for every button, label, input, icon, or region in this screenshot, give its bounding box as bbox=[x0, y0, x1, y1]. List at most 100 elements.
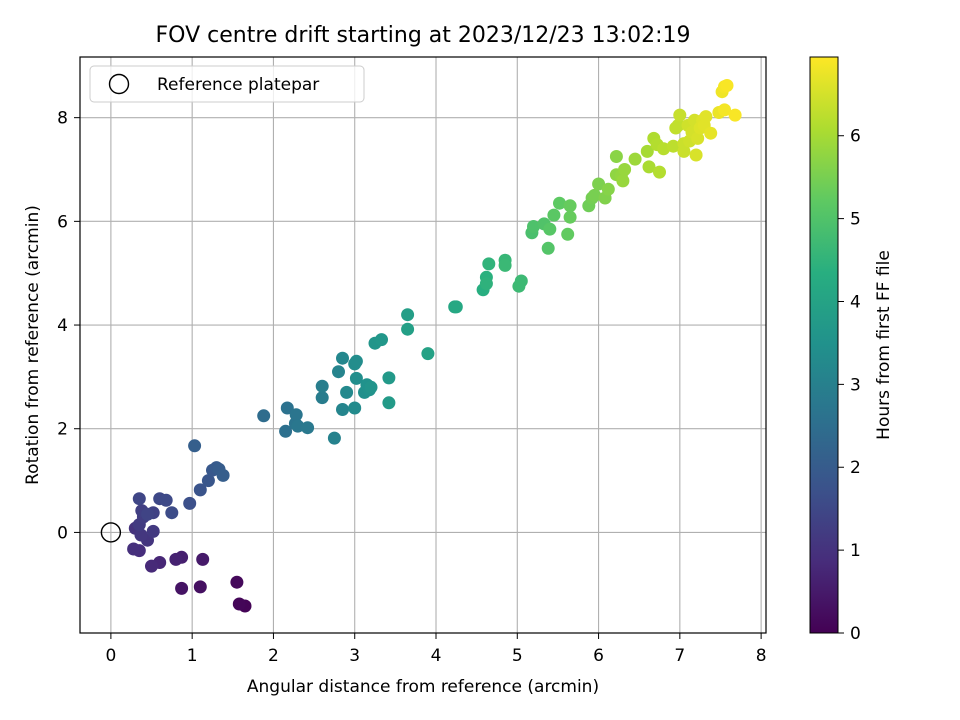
data-point bbox=[553, 196, 566, 210]
data-point bbox=[666, 139, 680, 153]
data-point bbox=[134, 528, 148, 542]
data-point bbox=[336, 403, 349, 416]
data-point bbox=[720, 79, 734, 92]
data-point bbox=[514, 274, 528, 288]
data-point bbox=[232, 597, 246, 611]
data-point bbox=[677, 144, 691, 158]
data-point bbox=[563, 210, 577, 224]
data-point bbox=[382, 371, 396, 385]
data-point bbox=[382, 396, 396, 410]
data-point bbox=[479, 277, 493, 291]
data-point bbox=[691, 131, 705, 145]
x-axis-ticks: 0 1 2 3 4 5 6 7 8 bbox=[105, 633, 767, 666]
data-point bbox=[601, 182, 615, 196]
data-point bbox=[348, 401, 362, 415]
data-point bbox=[230, 575, 244, 589]
data-point bbox=[628, 152, 642, 166]
data-point bbox=[375, 333, 388, 347]
data-point bbox=[196, 552, 210, 566]
data-point bbox=[449, 300, 463, 314]
colorbar-ticks: 0 1 2 3 4 5 6 bbox=[838, 127, 861, 644]
colorbar: 0 1 2 3 4 5 6 Hours from first FF file bbox=[809, 56, 894, 644]
data-point bbox=[145, 559, 158, 573]
legend-entry-reference: Reference platepar bbox=[157, 75, 319, 95]
data-point bbox=[327, 431, 341, 445]
data-point bbox=[498, 258, 512, 272]
x-tick-label: 4 bbox=[431, 646, 442, 666]
data-point bbox=[332, 365, 345, 379]
data-point bbox=[201, 474, 215, 488]
data-point bbox=[364, 380, 378, 394]
reference-point-marker bbox=[100, 522, 122, 543]
x-tick-label: 8 bbox=[756, 646, 767, 666]
data-point bbox=[336, 351, 349, 365]
data-point bbox=[616, 174, 630, 188]
data-point bbox=[291, 419, 305, 433]
data-point bbox=[704, 126, 718, 140]
colorbar-tick-label: 4 bbox=[850, 292, 861, 312]
data-point bbox=[547, 208, 561, 222]
data-point bbox=[340, 385, 354, 399]
data-point bbox=[188, 439, 202, 453]
data-point bbox=[315, 391, 329, 405]
data-point bbox=[673, 108, 687, 122]
legend-box bbox=[89, 65, 365, 103]
data-point bbox=[159, 493, 173, 507]
data-point bbox=[642, 160, 656, 174]
data-point bbox=[563, 199, 577, 213]
data-point bbox=[349, 354, 363, 368]
data-point bbox=[592, 177, 606, 191]
data-point bbox=[653, 165, 666, 179]
legend: Reference platepar bbox=[89, 65, 365, 103]
data-points bbox=[127, 79, 742, 613]
data-point bbox=[588, 188, 601, 202]
data-point bbox=[640, 144, 654, 158]
data-point bbox=[561, 227, 575, 241]
colorbar-tick-label: 2 bbox=[850, 458, 861, 478]
data-point bbox=[609, 150, 623, 163]
data-point bbox=[421, 347, 435, 361]
x-tick-label: 6 bbox=[593, 646, 604, 666]
x-tick-label: 2 bbox=[268, 646, 279, 666]
y-tick-label: 6 bbox=[57, 212, 68, 232]
data-point bbox=[315, 379, 329, 393]
colorbar-tick-label: 1 bbox=[850, 541, 861, 561]
data-point bbox=[279, 424, 293, 438]
data-point bbox=[216, 468, 230, 482]
x-tick-label: 3 bbox=[349, 646, 360, 666]
data-point bbox=[280, 401, 294, 415]
chart-title: FOV centre drift starting at 2023/12/23 … bbox=[156, 23, 691, 48]
colorbar-tick-label: 6 bbox=[850, 127, 861, 147]
legend-marker-icon bbox=[108, 73, 130, 95]
x-axis-label: Angular distance from reference (arcmin) bbox=[247, 677, 599, 697]
colorbar-tick-label: 0 bbox=[850, 624, 861, 644]
y-axis-label: Rotation from reference (arcmin) bbox=[23, 205, 43, 485]
data-point bbox=[301, 421, 315, 435]
x-tick-label: 0 bbox=[105, 646, 116, 666]
data-point bbox=[141, 507, 154, 521]
y-tick-label: 4 bbox=[57, 316, 68, 336]
data-point bbox=[349, 371, 363, 385]
data-point bbox=[482, 257, 496, 271]
y-axis-ticks: 0 2 4 6 8 bbox=[57, 109, 80, 543]
data-point bbox=[183, 496, 197, 510]
data-point bbox=[718, 103, 731, 117]
grid bbox=[80, 57, 766, 633]
data-point bbox=[165, 506, 179, 520]
data-point bbox=[193, 483, 207, 497]
data-point bbox=[401, 322, 415, 336]
data-point bbox=[401, 308, 415, 322]
y-tick-label: 8 bbox=[57, 109, 68, 129]
data-point bbox=[257, 409, 271, 423]
plot-frame bbox=[79, 56, 767, 634]
x-tick-label: 5 bbox=[512, 646, 523, 666]
data-point bbox=[699, 110, 713, 124]
data-point bbox=[193, 580, 207, 594]
data-point bbox=[671, 118, 685, 132]
data-point bbox=[132, 492, 146, 506]
data-point bbox=[289, 408, 303, 422]
colorbar-tick-label: 5 bbox=[850, 210, 861, 230]
data-point bbox=[541, 241, 555, 255]
data-point bbox=[689, 148, 703, 162]
